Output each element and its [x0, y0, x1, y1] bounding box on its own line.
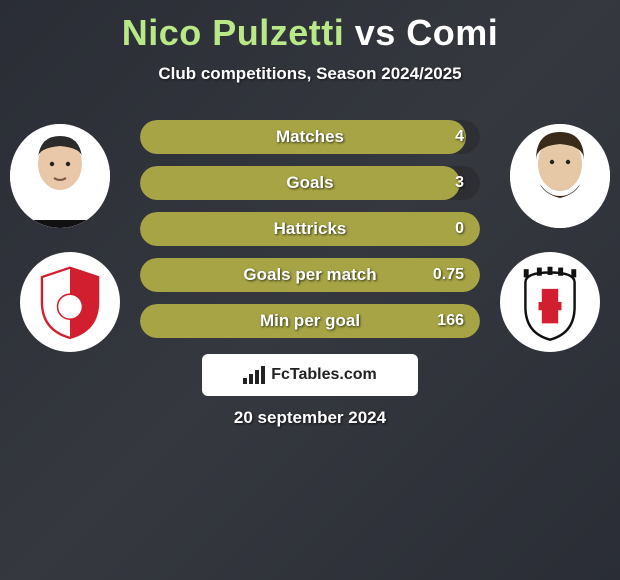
- stat-label: Hattricks: [274, 219, 347, 239]
- player-right-avatar: [510, 124, 610, 228]
- player-left-avatar: [10, 124, 110, 228]
- club-right-crest: [500, 252, 600, 352]
- chart-icon: [243, 366, 265, 384]
- stat-value: 4: [455, 128, 464, 146]
- subtitle: Club competitions, Season 2024/2025: [0, 64, 620, 84]
- stat-bar: Goals per match 0.75: [140, 258, 480, 292]
- stat-label: Min per goal: [260, 311, 360, 331]
- stat-label: Goals per match: [243, 265, 376, 285]
- branding-badge: FcTables.com: [202, 354, 418, 396]
- page-title: Nico Pulzetti vs Comi: [0, 0, 620, 54]
- date-text: 20 september 2024: [234, 408, 386, 428]
- stat-value: 0: [455, 220, 464, 238]
- club-left-crest: [20, 252, 120, 352]
- stat-value: 0.75: [433, 266, 464, 284]
- stat-bar: Matches 4: [140, 120, 480, 154]
- stat-value: 3: [455, 174, 464, 192]
- stat-label: Matches: [276, 127, 344, 147]
- stat-bar: Min per goal 166: [140, 304, 480, 338]
- branding-text: FcTables.com: [271, 366, 377, 384]
- stat-label: Goals: [286, 173, 333, 193]
- stat-value: 166: [437, 312, 464, 330]
- stat-bar: Hattricks 0: [140, 212, 480, 246]
- stat-bar: Goals 3: [140, 166, 480, 200]
- stats-list: Matches 4 Goals 3 Hattricks 0 Goals per …: [140, 120, 480, 350]
